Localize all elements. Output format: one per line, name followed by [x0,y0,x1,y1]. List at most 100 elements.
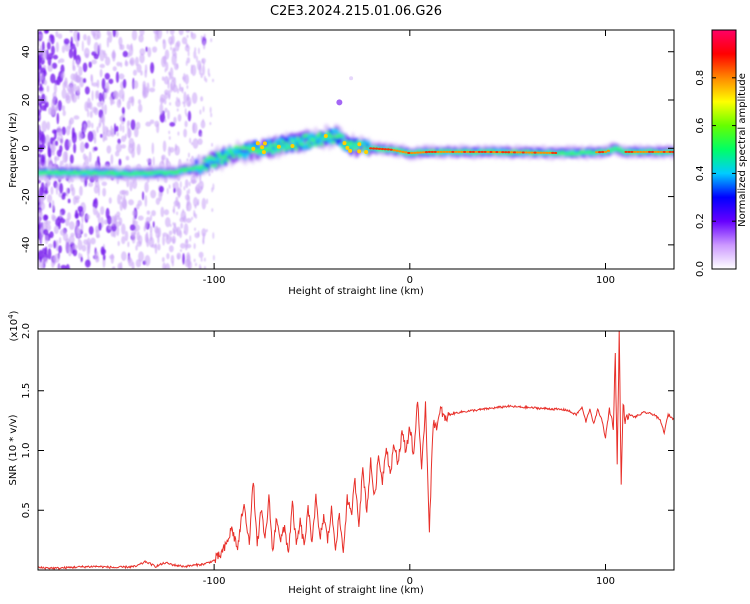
noise-speck [51,104,56,116]
noise-speck [71,131,77,144]
snr-y-scale-factor: (x104) [7,310,20,341]
noise-speck [74,195,81,200]
noise-speck [96,79,100,89]
noise-speck [53,225,59,235]
noise-speck [65,263,70,269]
noise-speck [122,117,126,122]
noise-speck [173,116,177,124]
ridge-blob [354,146,360,150]
noise-speck [96,126,99,134]
ridge-blob [282,147,287,152]
y-tick-label: -40 [21,237,32,253]
noise-speck [182,76,185,81]
ridge-peak [527,151,531,154]
ridge-blob [617,147,622,150]
noise-speck [114,218,117,227]
noise-speck [135,245,138,251]
noise-speck [182,209,185,213]
noise-speck [101,78,106,90]
noise-speck [117,241,120,247]
noise-speck [78,130,83,141]
noise-speck [83,123,87,134]
noise-speck [99,49,105,62]
ridge-peak [554,151,558,155]
ridge-peak [668,150,672,154]
noise-speck [168,93,171,100]
noise-speck [59,144,63,153]
noise-speck [146,158,153,163]
ridge-blob [198,167,203,170]
noise-speck [163,209,170,216]
ridge-blob [350,147,356,151]
noise-speck [49,202,52,209]
noise-speck [118,98,121,105]
noise-speck [212,254,215,261]
noise-speck [55,30,59,38]
noise-speck [180,242,186,249]
noise-speck [61,105,66,111]
noise-speck [81,244,87,252]
ridge-peak [392,149,396,152]
noise-speck [174,222,177,229]
noise-speck [102,123,106,135]
noise-speck [40,231,43,243]
noise-speck [57,33,63,39]
ridge-blob [247,146,252,151]
ridge-peak [471,150,476,154]
noise-speck [38,153,41,158]
noise-speck [184,120,188,128]
noise-speck [144,195,148,207]
ridge-blob [229,151,234,155]
noise-speck [161,76,165,81]
noise-speck [130,231,136,237]
ridge-blob [296,137,301,141]
spectrogram-y-label: Frequency (Hz) [8,112,19,188]
noise-speck [50,45,55,56]
noise-speck [38,228,41,239]
noise-speck [163,98,167,105]
noise-speck [40,67,47,75]
noise-speck [38,86,44,92]
noise-speck [67,246,73,257]
ridge-peak [512,151,517,154]
ridge-peak [551,151,555,155]
noise-speck [193,243,196,250]
noise-speck [102,187,107,197]
noise-speck [198,182,201,187]
noise-speck [185,112,188,117]
noise-speck [91,59,98,65]
noise-speck [195,186,198,192]
noise-speck [121,236,126,245]
colorbar-tick-label: 0.4 [695,165,706,181]
noise-speck [68,48,74,59]
noise-speck [56,125,62,137]
noise-speck [67,212,71,221]
noise-speck [176,88,179,94]
noise-speck [137,215,144,221]
noise-speck [161,156,165,165]
noise-speck [50,34,55,45]
spectrogram-panel: -100 0 100 -40 -20 0 20 40 Height of straight … [8,29,675,297]
noise-speck [71,90,74,101]
noise-speck [52,129,58,134]
noise-speck [162,262,166,269]
noise-speck [136,143,141,156]
noise-speck [203,265,206,269]
noise-speck [94,178,100,188]
noise-speck [166,109,170,120]
ridge-peak [530,151,534,154]
noise-speck [166,158,169,163]
ridge-peak [460,150,464,154]
noise-speck [205,229,208,233]
noise-speck [159,97,165,104]
noise-speck [55,106,59,111]
ridge-blob [180,167,186,171]
noise-speck [62,81,66,90]
noise-speck [56,136,61,142]
noise-speck [194,262,197,267]
ridge-peak [374,147,379,150]
noise-speck [198,251,204,259]
noise-speck [57,263,60,269]
